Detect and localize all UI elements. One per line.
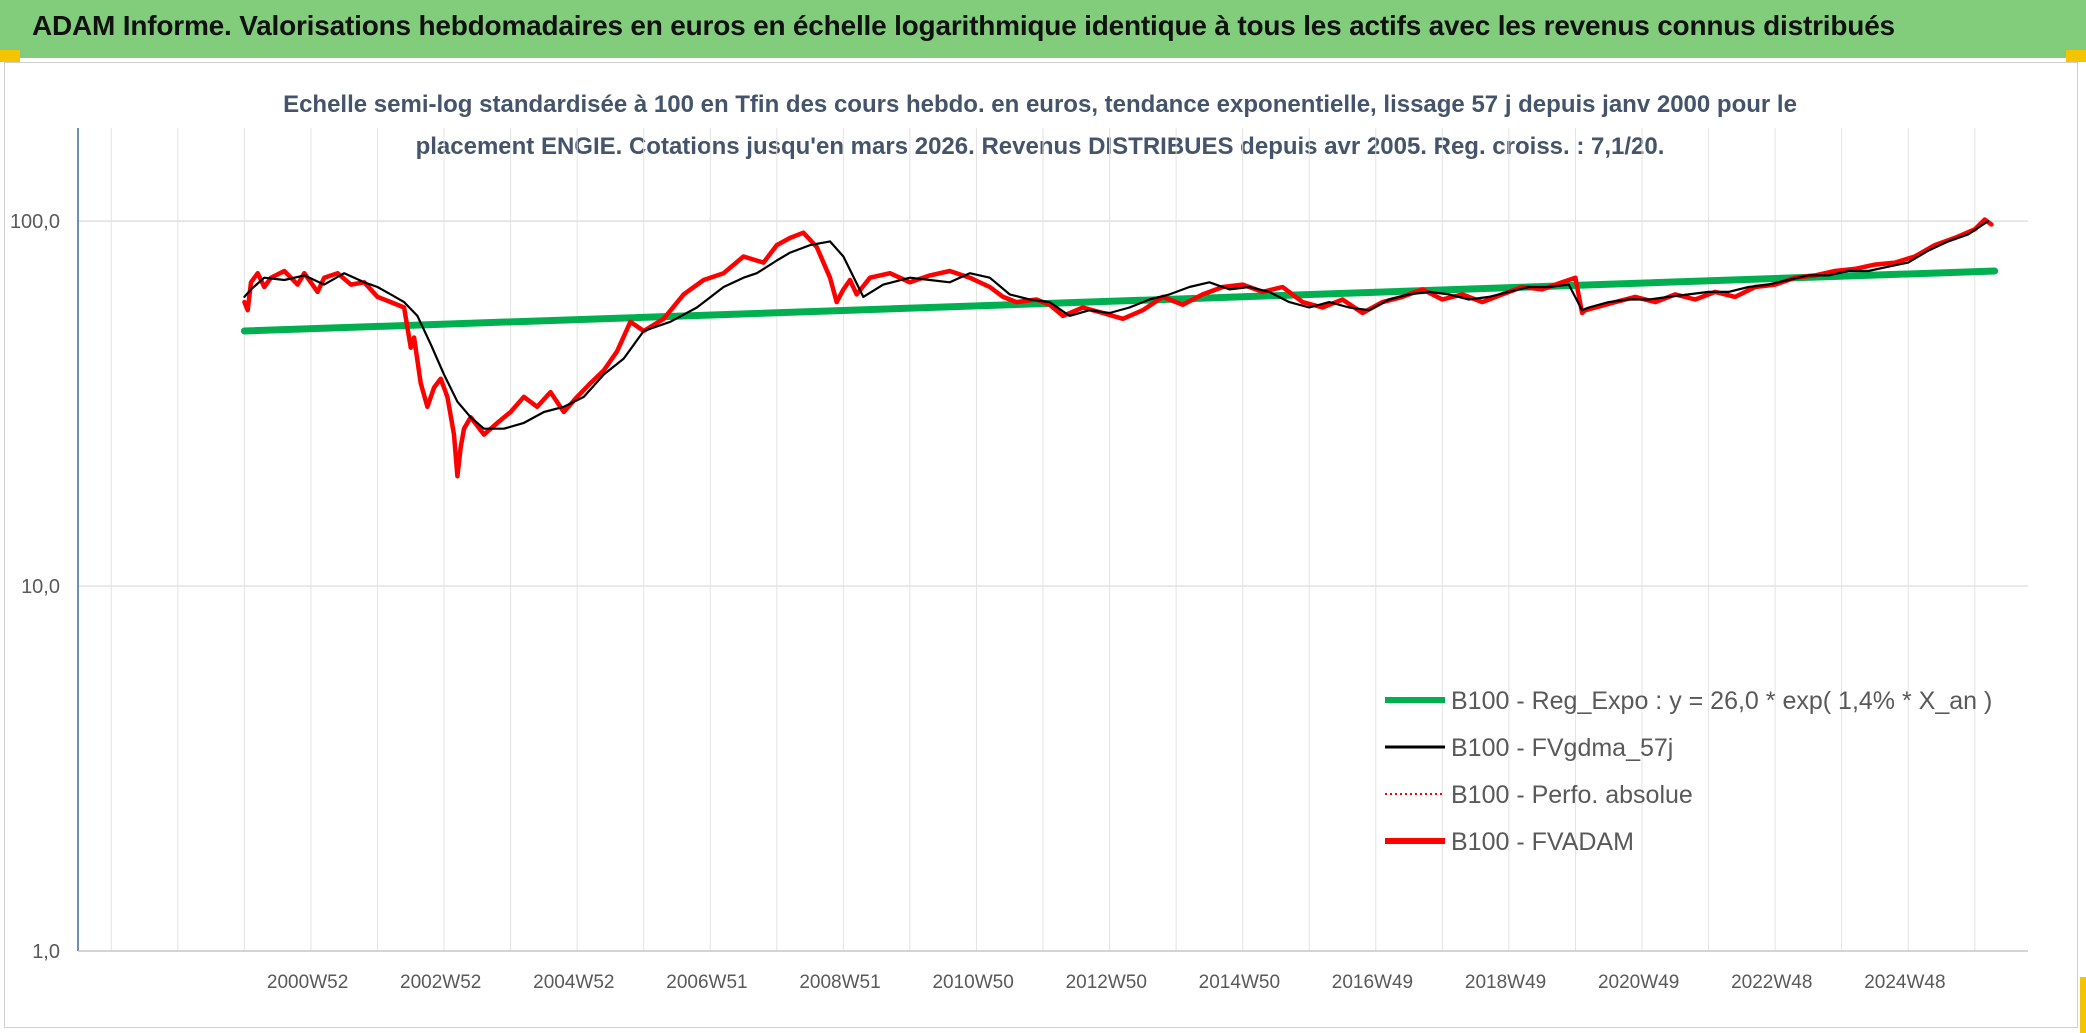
legend-label-1: B100 - FVgdma_57j <box>1451 734 1673 762</box>
legend-label-2: B100 - Perfo. absolue <box>1451 781 1693 809</box>
x-tick-label: 2010W50 <box>932 972 1013 993</box>
chart-subtitle-line1: Echelle semi-log standardisée à 100 en T… <box>283 91 1797 118</box>
x-tick-label: 2008W51 <box>799 972 880 993</box>
legend-label-3: B100 - FVADAM <box>1451 828 1634 856</box>
report-title: ADAM Informe. Valorisations hebdomadaire… <box>32 10 1895 41</box>
legend: B100 - Reg_Expo : y = 26,0 * exp( 1,4% *… <box>1385 687 1992 856</box>
y-tick-label: 10,0 <box>21 576 60 598</box>
title-banner: ADAM Informe. Valorisations hebdomadaire… <box>0 0 2086 58</box>
x-tick-label: 2006W51 <box>666 972 747 993</box>
x-tick-label: 2018W49 <box>1465 972 1546 993</box>
chart-frame <box>4 62 2078 1028</box>
legend-label-0: B100 - Reg_Expo : y = 26,0 * exp( 1,4% *… <box>1451 687 1992 715</box>
corner-marker-top-right <box>2066 50 2086 62</box>
y-tick-label: 100,0 <box>10 211 60 233</box>
x-tick-label: 2020W49 <box>1598 972 1679 993</box>
x-tick-label: 2014W50 <box>1199 972 1280 993</box>
grid <box>78 128 2028 952</box>
series-line-1 <box>243 220 1990 430</box>
x-tick-label: 2004W52 <box>533 972 614 993</box>
series <box>240 217 1999 479</box>
x-tick-label: 2016W49 <box>1332 972 1413 993</box>
series-line-0 <box>240 267 1999 335</box>
x-tick-label: 2002W52 <box>400 972 481 993</box>
x-tick-label: 2000W52 <box>267 972 348 993</box>
corner-marker-bottom-right <box>2080 977 2086 1033</box>
axes: 100,0 10,0 1,0 2000W52 2002W52 2004W52 2006W51… <box>10 128 2028 993</box>
x-tick-label: 2012W50 <box>1066 972 1147 993</box>
chart-subtitle-line2: placement ENGIE. Cotations jusqu'en mars… <box>416 133 1665 160</box>
y-tick-label: 1,0 <box>32 941 60 963</box>
series-line-3 <box>242 217 1994 479</box>
x-tick-label: 2024W48 <box>1864 972 1945 993</box>
x-tick-label: 2022W48 <box>1731 972 1812 993</box>
corner-marker-top-left <box>0 50 20 62</box>
